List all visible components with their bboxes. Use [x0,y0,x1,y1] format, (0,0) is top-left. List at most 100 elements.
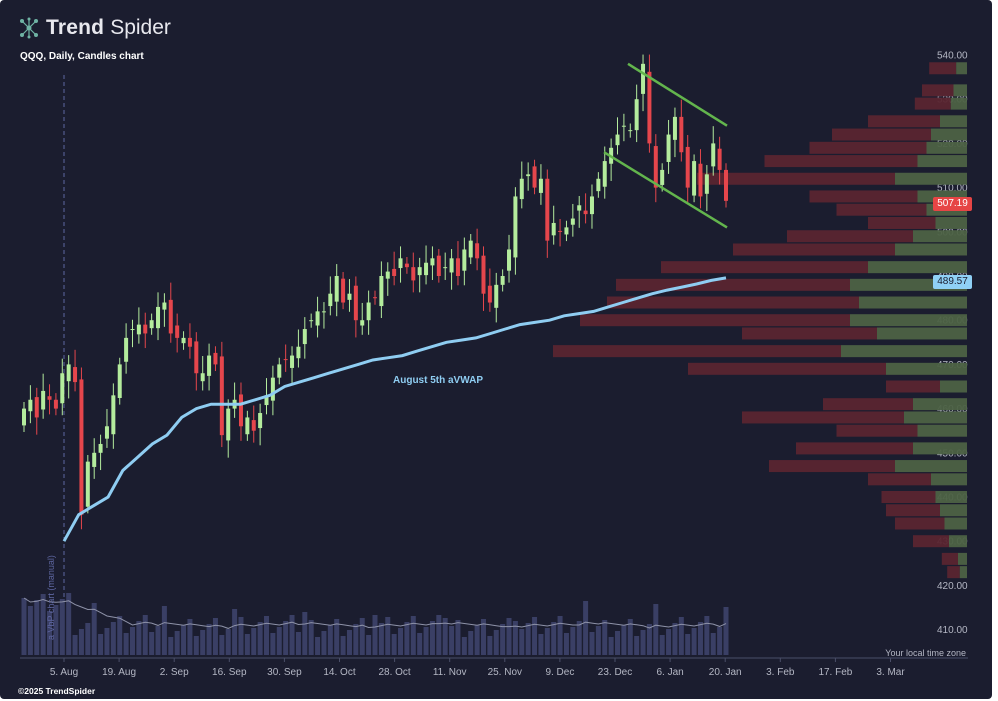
volume-bar [53,605,59,655]
x-tick-label: 30. Sep [267,667,302,678]
x-tick-label: 16. Sep [212,667,247,678]
vbp-bar-sell [868,216,936,229]
candle-body [577,205,582,211]
volume-bar [557,616,563,655]
anchored-vwap-line [62,276,727,542]
candle-body [596,178,601,192]
volume-bar [244,634,250,655]
candle-body [60,373,65,404]
channel-upper-line [627,62,728,127]
vbp-bar-buy [841,345,967,358]
candle-body [366,302,371,321]
volume-bar [123,633,129,655]
channel-lower-line [603,151,728,229]
vbp-bar-sell [895,517,945,530]
volume-bar [595,626,601,655]
x-tick-label: 3. Mar [876,667,905,678]
vbp-bar-buy [895,460,967,473]
volume-bar [142,615,148,655]
vbp-bar-buy [868,261,967,274]
volume-bar [704,616,710,655]
volume-bar [417,633,423,655]
candle-body [666,134,671,162]
vbp-bar-sell [697,172,895,185]
vbp-bar-buy [958,552,967,565]
candle-body [162,302,167,310]
candle-body [494,284,499,308]
vbp-bar-buy [886,362,967,375]
volume-bar [602,620,608,655]
volume-bar [98,634,104,655]
candle-body [290,355,295,368]
volume-bar [174,631,180,655]
candle-body [130,329,135,331]
volume-bar [474,625,480,655]
candle-body [258,413,263,429]
x-tick-label: 20. Jan [709,667,742,678]
vbp-bar-buy [959,566,967,579]
candle-body [698,163,703,197]
volume-bar [193,636,199,655]
volume-bar [544,628,550,655]
vbp-bar-sell [886,504,940,517]
volume-bar [346,630,352,655]
vbp-bar-sell [947,566,960,579]
volume-bar [340,636,346,655]
volume-bar [34,600,40,655]
candle-body [341,278,346,303]
candle-body [679,116,684,153]
candle-body [34,397,39,418]
candle-body [149,320,154,329]
vbp-bar-buy [917,424,967,437]
volume-bar [391,634,397,655]
candle-body [296,346,301,359]
logo-text-bold: Trend [46,16,105,39]
volume-bar [110,622,116,655]
candle-body [558,230,563,232]
vertical-marker-caption: a VbP chart (manual) [44,520,58,640]
volume-bar [423,627,429,655]
vbp-bar-buy [956,62,967,75]
candle-body [136,324,141,335]
candle-body [398,258,403,269]
candle-body [692,161,697,196]
chart-subtitle: QQQ, Daily, Candles chart [20,51,144,62]
vbp-bar-buy [913,442,967,455]
candle-body [41,390,46,410]
x-tick-label: 9. Dec [545,667,574,678]
volume-bar [563,633,569,655]
vbp-bar-sell [823,398,913,411]
vbp-bar-sell [580,314,850,327]
vbp-bar-sell [742,327,877,340]
trendspider-logo: Trend Spider [18,16,171,40]
volume-bar [634,636,640,655]
vbp-bar-buy [877,327,967,340]
candle-body [213,352,218,365]
vbp-bar-buy [904,411,967,424]
candle-body [685,146,690,188]
candle-body [379,276,384,307]
volume-bar [129,627,135,655]
candle-body [507,249,512,271]
volume-bar [646,624,652,655]
candle-body [85,461,90,507]
vbp-bar-buy [850,314,967,327]
volume-bar [276,627,282,655]
volume-bar [653,604,659,655]
candle-body [117,364,122,398]
x-tick-label: 5. Aug [50,667,78,678]
candle-body [194,341,199,374]
candle-body [219,356,224,436]
candle-body [583,210,588,215]
volume-bar [155,626,161,655]
timezone-label[interactable]: Your local time zone [885,648,966,658]
volume-bar [436,615,442,655]
candle-body [443,267,448,269]
candle-body [468,240,473,258]
candle-body [564,227,569,235]
candle-body [124,337,129,362]
vbp-bar-sell [553,345,841,358]
volume-bar [334,619,340,655]
last-price-tag: 507.19 [933,197,972,211]
